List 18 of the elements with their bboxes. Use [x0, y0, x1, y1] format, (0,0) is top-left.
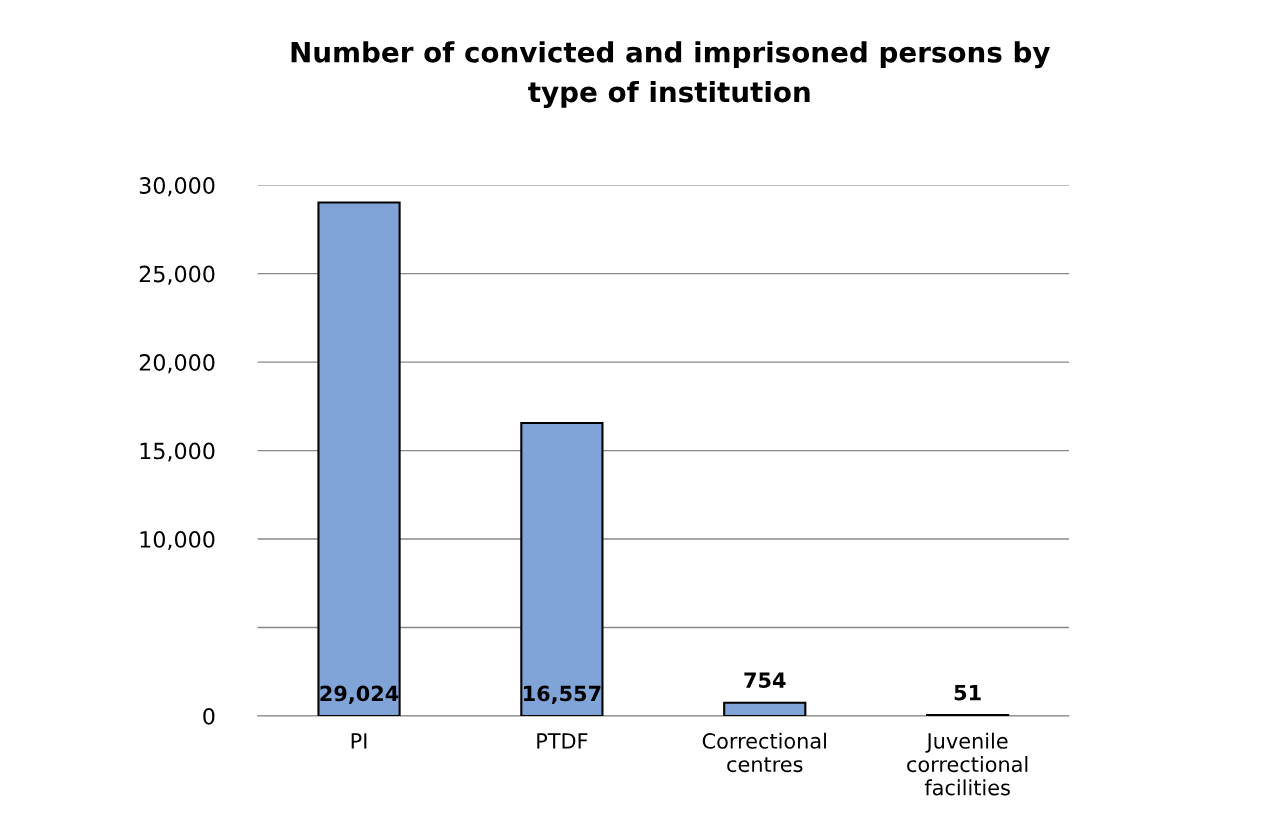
- x-tick-label: PTDF: [537, 733, 588, 749]
- data-label: 754: [744, 672, 786, 689]
- data-label: 51: [954, 684, 981, 701]
- chart-title: Number of convicted and imprisoned persons by type of institution: [291, 41, 1050, 109]
- x-tick-label: Correctional centres: [702, 732, 826, 773]
- data-label: 29,024: [320, 685, 399, 705]
- y-tick-label: 0: [203, 707, 215, 725]
- y-tick-label: 30,000: [139, 177, 215, 197]
- x-tick-label: PI: [351, 733, 367, 749]
- bar: [723, 701, 807, 717]
- bar: [520, 422, 604, 717]
- data-label: 16,557: [524, 685, 601, 705]
- y-tick-label: 25,000: [139, 265, 215, 285]
- bar: [317, 201, 401, 717]
- y-tick-label: 10,000: [140, 531, 215, 551]
- x-tick-label: Juvenile correctional facilities: [907, 732, 1028, 796]
- y-tick-label: 20,000: [139, 354, 215, 374]
- y-tick-label: 15,000: [140, 442, 215, 462]
